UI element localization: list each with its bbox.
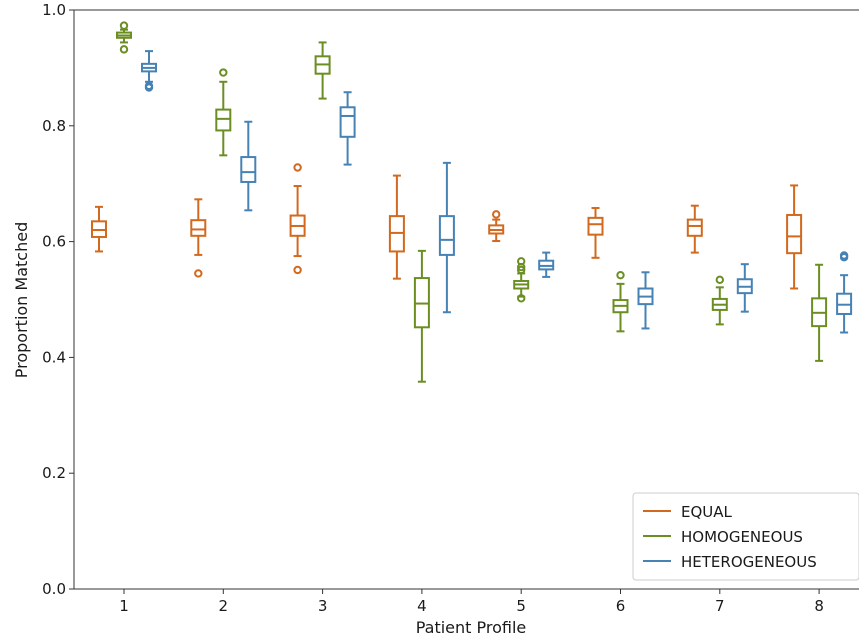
boxplot-box bbox=[786, 184, 803, 290]
outlier-point bbox=[715, 275, 724, 285]
y-tick-label: 0.8 bbox=[42, 117, 66, 135]
boxplot-box bbox=[339, 91, 356, 166]
x-tick-label: 8 bbox=[814, 597, 824, 615]
outlier-point bbox=[119, 45, 129, 54]
y-axis: 0.0 0.2 0.4 0.6 0.8 1.0 bbox=[42, 1, 74, 598]
legend: EQUAL HOMOGENEOUS HETEROGENEOUS bbox=[632, 492, 859, 581]
x-axis: 1 2 3 4 5 6 7 8 bbox=[119, 589, 824, 615]
boxplot-box bbox=[711, 275, 728, 326]
outlier-point bbox=[492, 210, 501, 219]
outlier-point bbox=[839, 251, 849, 260]
boxplot-box bbox=[637, 271, 654, 330]
x-tick-label: 5 bbox=[516, 597, 526, 615]
boxplot-box bbox=[513, 257, 530, 303]
outlier-point bbox=[293, 163, 302, 172]
iqr-box bbox=[215, 108, 232, 132]
boxplot-box bbox=[612, 270, 629, 333]
outlier-point bbox=[194, 269, 203, 278]
box-series-homogeneous bbox=[116, 21, 828, 383]
boxplot-box bbox=[190, 198, 207, 278]
outlier-point bbox=[219, 68, 228, 77]
boxplot-box bbox=[488, 210, 505, 243]
outlier-point bbox=[293, 265, 302, 275]
box-series-heterogeneous bbox=[141, 50, 853, 334]
outlier-point bbox=[517, 257, 526, 266]
legend-label: EQUAL bbox=[681, 503, 733, 521]
x-axis-label: Patient Profile bbox=[416, 618, 527, 637]
y-axis-label: Proportion Matched bbox=[12, 222, 31, 378]
legend-box bbox=[632, 492, 859, 581]
box-series-equal bbox=[91, 163, 803, 290]
iqr-box bbox=[190, 219, 207, 237]
boxplot-box bbox=[836, 251, 853, 334]
iqr-box bbox=[438, 215, 455, 256]
y-tick-label: 0.0 bbox=[42, 580, 66, 598]
x-tick-label: 6 bbox=[616, 597, 626, 615]
boxplot-box bbox=[141, 50, 157, 92]
x-tick-label: 2 bbox=[219, 597, 229, 615]
y-tick-label: 0.4 bbox=[42, 348, 66, 366]
boxplot-box bbox=[686, 204, 703, 254]
x-tick-label: 4 bbox=[417, 597, 427, 615]
outlier-point bbox=[616, 270, 625, 280]
boxplot-box bbox=[438, 161, 455, 314]
outlier-point bbox=[517, 265, 526, 275]
y-tick-label: 1.0 bbox=[42, 1, 66, 19]
iqr-box bbox=[240, 156, 257, 183]
legend-label: HOMOGENEOUS bbox=[681, 528, 803, 546]
iqr-box bbox=[339, 106, 356, 138]
boxplot-box bbox=[91, 205, 107, 253]
x-tick-label: 3 bbox=[318, 597, 328, 615]
boxplot-box bbox=[587, 207, 604, 259]
boxplot-box bbox=[538, 251, 555, 278]
x-tick-label: 1 bbox=[119, 597, 129, 615]
outlier-point bbox=[119, 21, 129, 30]
legend-label: HETEROGENEOUS bbox=[681, 553, 817, 571]
y-tick-label: 0.2 bbox=[42, 464, 66, 482]
boxplot-box bbox=[736, 263, 753, 313]
boxplot-box bbox=[388, 174, 405, 280]
outlier-point bbox=[144, 81, 154, 91]
y-tick-label: 0.6 bbox=[42, 233, 66, 251]
boxplot-box bbox=[314, 41, 331, 100]
boxplot-box bbox=[215, 68, 232, 157]
boxplot-box bbox=[240, 120, 257, 212]
boxplot-box bbox=[116, 21, 132, 54]
plot-frame bbox=[73, 9, 859, 590]
x-tick-label: 7 bbox=[715, 597, 725, 615]
boxplot-box bbox=[413, 249, 430, 383]
outlier-point bbox=[517, 294, 526, 303]
boxplot-box bbox=[811, 263, 828, 362]
boxplot-box bbox=[289, 163, 306, 275]
box-series-group bbox=[91, 21, 853, 383]
iqr-box bbox=[587, 216, 604, 236]
iqr-box bbox=[786, 213, 803, 255]
iqr-box bbox=[686, 218, 703, 237]
